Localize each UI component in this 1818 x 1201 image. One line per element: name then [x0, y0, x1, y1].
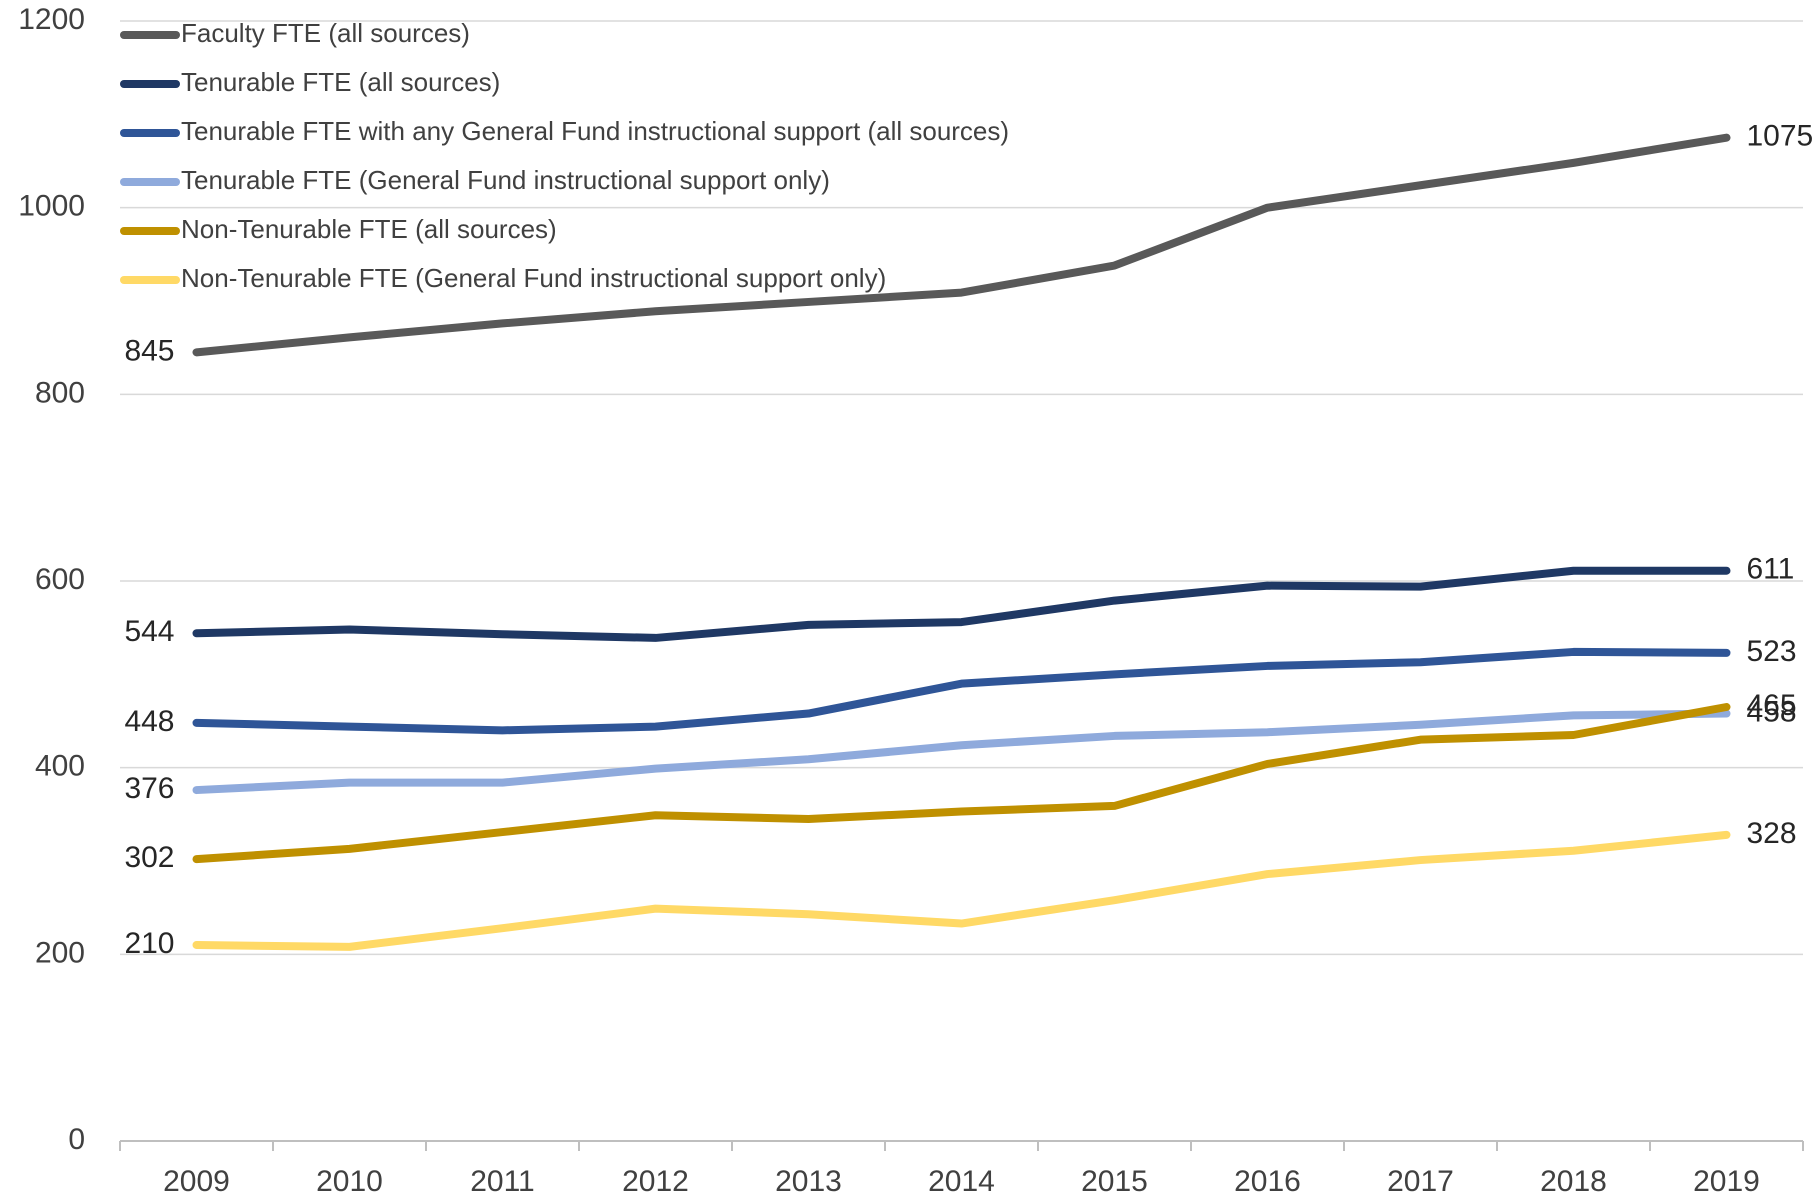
- x-tick-label: 2018: [1540, 1165, 1607, 1198]
- data-label: 448: [124, 705, 174, 738]
- legend-label: Non-Tenurable FTE (all sources): [181, 214, 557, 244]
- data-label: 611: [1747, 553, 1795, 586]
- y-tick-label: 600: [35, 563, 85, 596]
- series-line: [192, 830, 1731, 951]
- y-tick-label: 1200: [18, 3, 85, 36]
- data-label: 523: [1747, 635, 1797, 668]
- data-label: 328: [1747, 817, 1797, 850]
- data-label: 376: [124, 772, 174, 805]
- data-label: 845: [124, 334, 174, 367]
- data-label: 458: [1747, 695, 1797, 728]
- legend-label: Faculty FTE (all sources): [181, 18, 470, 48]
- x-tick-label: 2015: [1081, 1165, 1148, 1198]
- legend-label: Tenurable FTE with any General Fund inst…: [181, 116, 1009, 146]
- legend-label: Tenurable FTE (General Fund instructiona…: [181, 165, 830, 195]
- x-tick-label: 2011: [470, 1165, 535, 1198]
- x-tick-label: 2012: [622, 1165, 689, 1198]
- series-line: [192, 133, 1731, 357]
- series-line: [192, 647, 1731, 735]
- y-tick-label: 200: [35, 936, 85, 969]
- series-line: [192, 566, 1731, 642]
- x-tick-label: 2019: [1693, 1165, 1760, 1198]
- legend-label: Tenurable FTE (all sources): [181, 67, 500, 97]
- legend-label: Non-Tenurable FTE (General Fund instruct…: [181, 263, 886, 293]
- y-tick-label: 1000: [18, 190, 85, 223]
- data-label: 302: [124, 841, 174, 874]
- x-tick-label: 2009: [163, 1165, 230, 1198]
- x-tick-label: 2010: [316, 1165, 383, 1198]
- x-tick-label: 2013: [775, 1165, 842, 1198]
- data-label: 210: [124, 927, 174, 960]
- series-line: [192, 709, 1731, 795]
- y-tick-label: 400: [35, 750, 85, 783]
- series-line: [192, 703, 1731, 864]
- data-label: 465: [1747, 689, 1797, 722]
- y-tick-label: 0: [68, 1123, 85, 1156]
- x-tick-label: 2016: [1234, 1165, 1301, 1198]
- data-label: 1075: [1747, 120, 1814, 153]
- x-tick-label: 2014: [928, 1165, 995, 1198]
- data-label: 544: [124, 615, 174, 648]
- y-tick-label: 800: [35, 376, 85, 409]
- x-tick-label: 2017: [1387, 1165, 1454, 1198]
